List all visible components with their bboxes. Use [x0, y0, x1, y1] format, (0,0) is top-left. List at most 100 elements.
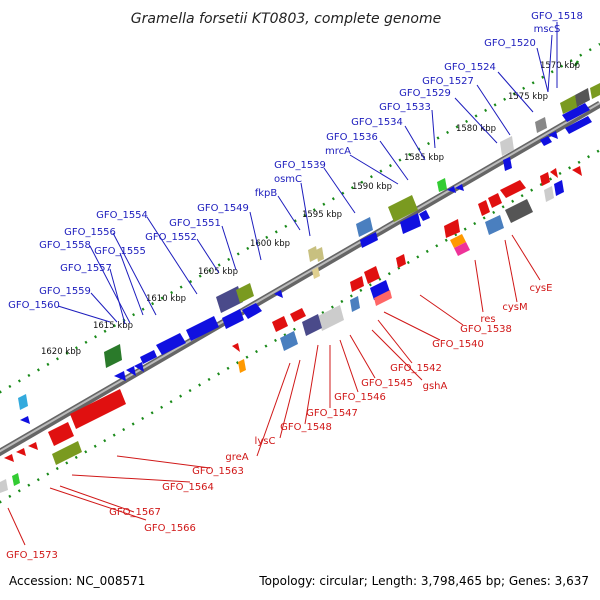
gene-label[interactable]: GFO_1547 — [306, 408, 358, 419]
gene-label[interactable]: cysE — [530, 283, 553, 294]
gene-feature[interactable] — [186, 316, 219, 341]
gene-label[interactable]: GFO_1566 — [144, 523, 196, 534]
gene-label[interactable]: GFO_1551 — [169, 218, 221, 229]
gene-label[interactable]: GFO_1548 — [280, 422, 332, 433]
gene-feature[interactable] — [238, 359, 246, 373]
gene-label[interactable]: fkpB — [255, 188, 278, 199]
gene-label[interactable]: mscS — [534, 24, 561, 35]
gene-label[interactable]: GFO_1549 — [197, 203, 249, 214]
gene-feature[interactable] — [565, 116, 592, 134]
gene-feature[interactable] — [540, 136, 552, 146]
gene-feature[interactable] — [535, 117, 547, 133]
gene-feature[interactable] — [4, 454, 14, 462]
gene-feature[interactable] — [274, 290, 283, 298]
gene-label[interactable]: GFO_1556 — [64, 227, 116, 238]
gene-feature[interactable] — [18, 394, 28, 410]
gene-feature[interactable] — [388, 195, 418, 222]
gene-feature[interactable] — [548, 131, 558, 139]
gene-feature[interactable] — [500, 136, 514, 156]
gene-feature[interactable] — [126, 366, 136, 376]
gene-feature[interactable] — [290, 308, 306, 322]
gene-feature[interactable] — [575, 88, 590, 107]
gene-label[interactable]: GFO_1557 — [60, 263, 112, 274]
gene-label[interactable]: GFO_1533 — [379, 102, 431, 113]
gene-feature[interactable] — [52, 441, 82, 465]
gene-feature[interactable] — [550, 168, 558, 178]
gene-feature[interactable] — [503, 157, 512, 171]
gene-label[interactable]: GFO_1558 — [39, 240, 91, 251]
gene-feature[interactable] — [478, 200, 490, 216]
gene-label[interactable]: GFO_1540 — [432, 339, 484, 350]
gene-label[interactable]: GFO_1536 — [326, 132, 378, 143]
gene-label[interactable]: GFO_1527 — [422, 76, 474, 87]
gene-feature[interactable] — [134, 362, 144, 372]
gene-label[interactable]: GFO_1552 — [145, 232, 197, 243]
gene-label[interactable]: GFO_1520 — [484, 38, 536, 49]
gene-feature[interactable] — [12, 473, 20, 486]
gene-label[interactable]: lysC — [255, 436, 276, 447]
gene-label[interactable]: GFO_1524 — [444, 62, 496, 73]
gene-feature[interactable] — [308, 246, 318, 262]
gene-feature[interactable] — [20, 416, 30, 424]
gene-feature[interactable] — [350, 296, 360, 312]
gene-feature[interactable] — [232, 343, 240, 352]
gene-label[interactable]: GFO_1546 — [334, 392, 386, 403]
gene-feature[interactable] — [485, 215, 504, 235]
gene-label[interactable]: GFO_1538 — [460, 324, 512, 335]
gene-feature[interactable] — [500, 180, 526, 198]
gene-label[interactable]: osmC — [274, 174, 302, 185]
gene-label[interactable]: res — [480, 314, 495, 325]
gene-label[interactable]: GFO_1573 — [6, 550, 58, 561]
gene-feature[interactable] — [140, 350, 157, 364]
gene-feature[interactable] — [318, 305, 344, 331]
gene-feature[interactable] — [419, 210, 430, 221]
gene-feature[interactable] — [396, 254, 406, 268]
gene-label[interactable]: gshA — [423, 381, 448, 392]
gene-feature[interactable] — [450, 234, 466, 248]
gene-label[interactable]: cysM — [502, 302, 527, 313]
gene-feature[interactable] — [540, 172, 550, 186]
gene-feature[interactable] — [302, 314, 322, 336]
gene-feature[interactable] — [454, 242, 470, 256]
gene-feature[interactable] — [444, 219, 460, 238]
gene-feature[interactable] — [48, 422, 74, 446]
gene-feature[interactable] — [488, 193, 502, 208]
gene-label[interactable]: GFO_1564 — [162, 482, 214, 493]
gene-feature[interactable] — [562, 103, 590, 122]
gene-feature[interactable] — [242, 303, 262, 319]
gene-feature[interactable] — [572, 166, 582, 176]
gene-feature[interactable] — [455, 184, 464, 191]
gene-feature[interactable] — [505, 199, 533, 223]
gene-feature[interactable] — [350, 276, 364, 292]
gene-label[interactable]: GFO_1555 — [94, 246, 146, 257]
gene-label[interactable]: GFO_1534 — [351, 117, 403, 128]
gene-feature[interactable] — [222, 309, 244, 329]
gene-label[interactable]: greA — [225, 452, 248, 463]
gene-feature[interactable] — [554, 180, 564, 196]
gene-label[interactable]: mrcA — [325, 146, 351, 157]
gene-label[interactable]: GFO_1563 — [192, 466, 244, 477]
gene-feature[interactable] — [104, 344, 122, 368]
gene-feature[interactable] — [16, 448, 26, 456]
gene-label[interactable]: GFO_1539 — [274, 160, 326, 171]
gene-feature[interactable] — [560, 95, 578, 114]
gene-label[interactable]: GFO_1529 — [399, 88, 451, 99]
gene-label[interactable]: GFO_1560 — [8, 300, 60, 311]
gene-feature[interactable] — [236, 283, 254, 303]
gene-feature[interactable] — [70, 389, 126, 429]
gene-feature[interactable] — [272, 316, 288, 332]
gene-feature[interactable] — [156, 333, 186, 355]
gene-feature[interactable] — [374, 290, 392, 306]
gene-feature[interactable] — [370, 280, 390, 300]
gene-feature[interactable] — [544, 186, 554, 202]
gene-label[interactable]: GFO_1554 — [96, 210, 148, 221]
gene-feature[interactable] — [216, 286, 243, 313]
gene-feature[interactable] — [437, 178, 447, 192]
gene-feature[interactable] — [312, 267, 320, 279]
gene-label[interactable]: GFO_1567 — [109, 507, 161, 518]
gene-feature[interactable] — [316, 247, 324, 262]
gene-label[interactable]: GFO_1559 — [39, 286, 91, 297]
gene-feature[interactable] — [0, 479, 8, 493]
gene-feature[interactable] — [447, 186, 456, 193]
gene-label[interactable]: GFO_1542 — [390, 363, 442, 374]
